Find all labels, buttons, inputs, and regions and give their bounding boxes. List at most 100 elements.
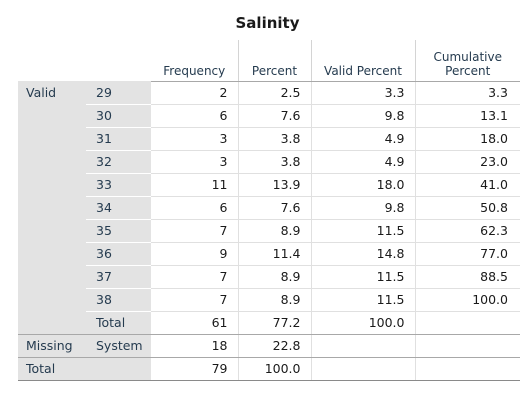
table-row: 35 7 8.9 11.5 62.3 [18, 219, 520, 243]
row-header-corner-2 [86, 40, 151, 81]
cell-percent: 77.2 [237, 311, 311, 335]
group-label-valid: Valid [18, 81, 86, 104]
row-label: 29 [86, 81, 151, 105]
cell-cumulative-percent: 88.5 [414, 265, 520, 289]
cell-frequency: 61 [151, 311, 238, 335]
cell-percent: 11.4 [237, 242, 311, 266]
group-spacer [18, 265, 86, 288]
row-label: 31 [86, 127, 151, 151]
cell-frequency: 6 [151, 196, 238, 220]
row-label-empty [86, 357, 151, 381]
cell-valid-percent [310, 357, 415, 381]
table-row-valid-total: Total 61 77.2 100.0 [18, 311, 520, 335]
cell-frequency: 7 [151, 288, 238, 312]
row-label: 36 [86, 242, 151, 266]
cell-frequency: 7 [151, 265, 238, 289]
group-spacer [18, 150, 86, 173]
group-label-total: Total [18, 357, 86, 381]
row-header-corner [18, 40, 86, 81]
cell-valid-percent: 18.0 [310, 173, 415, 197]
cell-valid-percent [310, 334, 415, 358]
row-label: Total [86, 311, 151, 335]
cell-frequency: 79 [151, 357, 238, 381]
cell-frequency: 6 [151, 104, 238, 128]
cell-percent: 3.8 [237, 127, 311, 151]
group-spacer [18, 104, 86, 127]
table-row: 36 9 11.4 14.8 77.0 [18, 242, 520, 266]
cell-cumulative-percent: 18.0 [414, 127, 520, 151]
cell-cumulative-percent: 77.0 [414, 242, 520, 266]
cell-valid-percent: 11.5 [310, 265, 415, 289]
table-row: 32 3 3.8 4.9 23.0 [18, 150, 520, 174]
header-valid-percent: Valid Percent [310, 40, 415, 82]
group-spacer [18, 311, 86, 335]
row-label: System [86, 334, 151, 358]
row-label: 32 [86, 150, 151, 174]
cell-cumulative-percent: 13.1 [414, 104, 520, 128]
cell-percent: 8.9 [237, 265, 311, 289]
cell-percent: 100.0 [237, 357, 311, 381]
group-spacer [18, 219, 86, 242]
cell-valid-percent: 4.9 [310, 127, 415, 151]
table-row: 33 11 13.9 18.0 41.0 [18, 173, 520, 197]
cell-cumulative-percent: 41.0 [414, 173, 520, 197]
table-row: 37 7 8.9 11.5 88.5 [18, 265, 520, 289]
cell-cumulative-percent: 100.0 [414, 288, 520, 312]
cell-frequency: 7 [151, 219, 238, 243]
header-percent: Percent [237, 40, 311, 82]
frequency-table: Frequency Percent Valid Percent Cumulati… [18, 40, 520, 381]
table-row: 34 6 7.6 9.8 50.8 [18, 196, 520, 220]
cell-percent: 8.9 [237, 288, 311, 312]
cell-percent: 13.9 [237, 173, 311, 197]
header-cumulative-line1: Cumulative [433, 49, 503, 64]
cell-frequency: 9 [151, 242, 238, 266]
cell-percent: 3.8 [237, 150, 311, 174]
cell-valid-percent: 4.9 [310, 150, 415, 174]
cell-valid-percent: 3.3 [310, 81, 415, 105]
cell-cumulative-percent: 23.0 [414, 150, 520, 174]
cell-percent: 22.8 [237, 334, 311, 358]
header-frequency: Frequency [151, 40, 238, 82]
header-row: Frequency Percent Valid Percent Cumulati… [18, 40, 520, 82]
header-cumulative-percent: Cumulative Percent [414, 40, 520, 82]
cell-valid-percent: 9.8 [310, 196, 415, 220]
table-row-grand-total: Total 79 100.0 [18, 357, 520, 381]
table-row: 38 7 8.9 11.5 100.0 [18, 288, 520, 312]
cell-frequency: 18 [151, 334, 238, 358]
cell-percent: 2.5 [237, 81, 311, 105]
cell-cumulative-percent [414, 334, 520, 358]
cell-valid-percent: 9.8 [310, 104, 415, 128]
cell-valid-percent: 11.5 [310, 288, 415, 312]
group-spacer [18, 173, 86, 196]
header-cumulative-line2: Percent [445, 63, 491, 78]
cell-cumulative-percent: 50.8 [414, 196, 520, 220]
group-spacer [18, 288, 86, 311]
cell-percent: 7.6 [237, 196, 311, 220]
row-label: 33 [86, 173, 151, 197]
cell-frequency: 11 [151, 173, 238, 197]
row-label: 37 [86, 265, 151, 289]
cell-cumulative-percent: 62.3 [414, 219, 520, 243]
row-label: 34 [86, 196, 151, 220]
cell-valid-percent: 14.8 [310, 242, 415, 266]
cell-cumulative-percent [414, 311, 520, 335]
group-spacer [18, 242, 86, 265]
row-label: 35 [86, 219, 151, 243]
cell-cumulative-percent [414, 357, 520, 381]
row-label: 38 [86, 288, 151, 312]
cell-valid-percent: 11.5 [310, 219, 415, 243]
table-row: 30 6 7.6 9.8 13.1 [18, 104, 520, 128]
table-row: 31 3 3.8 4.9 18.0 [18, 127, 520, 151]
cell-percent: 8.9 [237, 219, 311, 243]
table-title: Salinity [235, 14, 300, 32]
group-spacer [18, 127, 86, 150]
table-row: Valid 29 2 2.5 3.3 3.3 [18, 81, 520, 105]
group-label-missing: Missing [18, 334, 86, 358]
cell-frequency: 2 [151, 81, 238, 105]
table-row-missing: Missing System 18 22.8 [18, 334, 520, 358]
cell-percent: 7.6 [237, 104, 311, 128]
row-label: 30 [86, 104, 151, 128]
cell-frequency: 3 [151, 127, 238, 151]
group-spacer [18, 196, 86, 219]
cell-frequency: 3 [151, 150, 238, 174]
